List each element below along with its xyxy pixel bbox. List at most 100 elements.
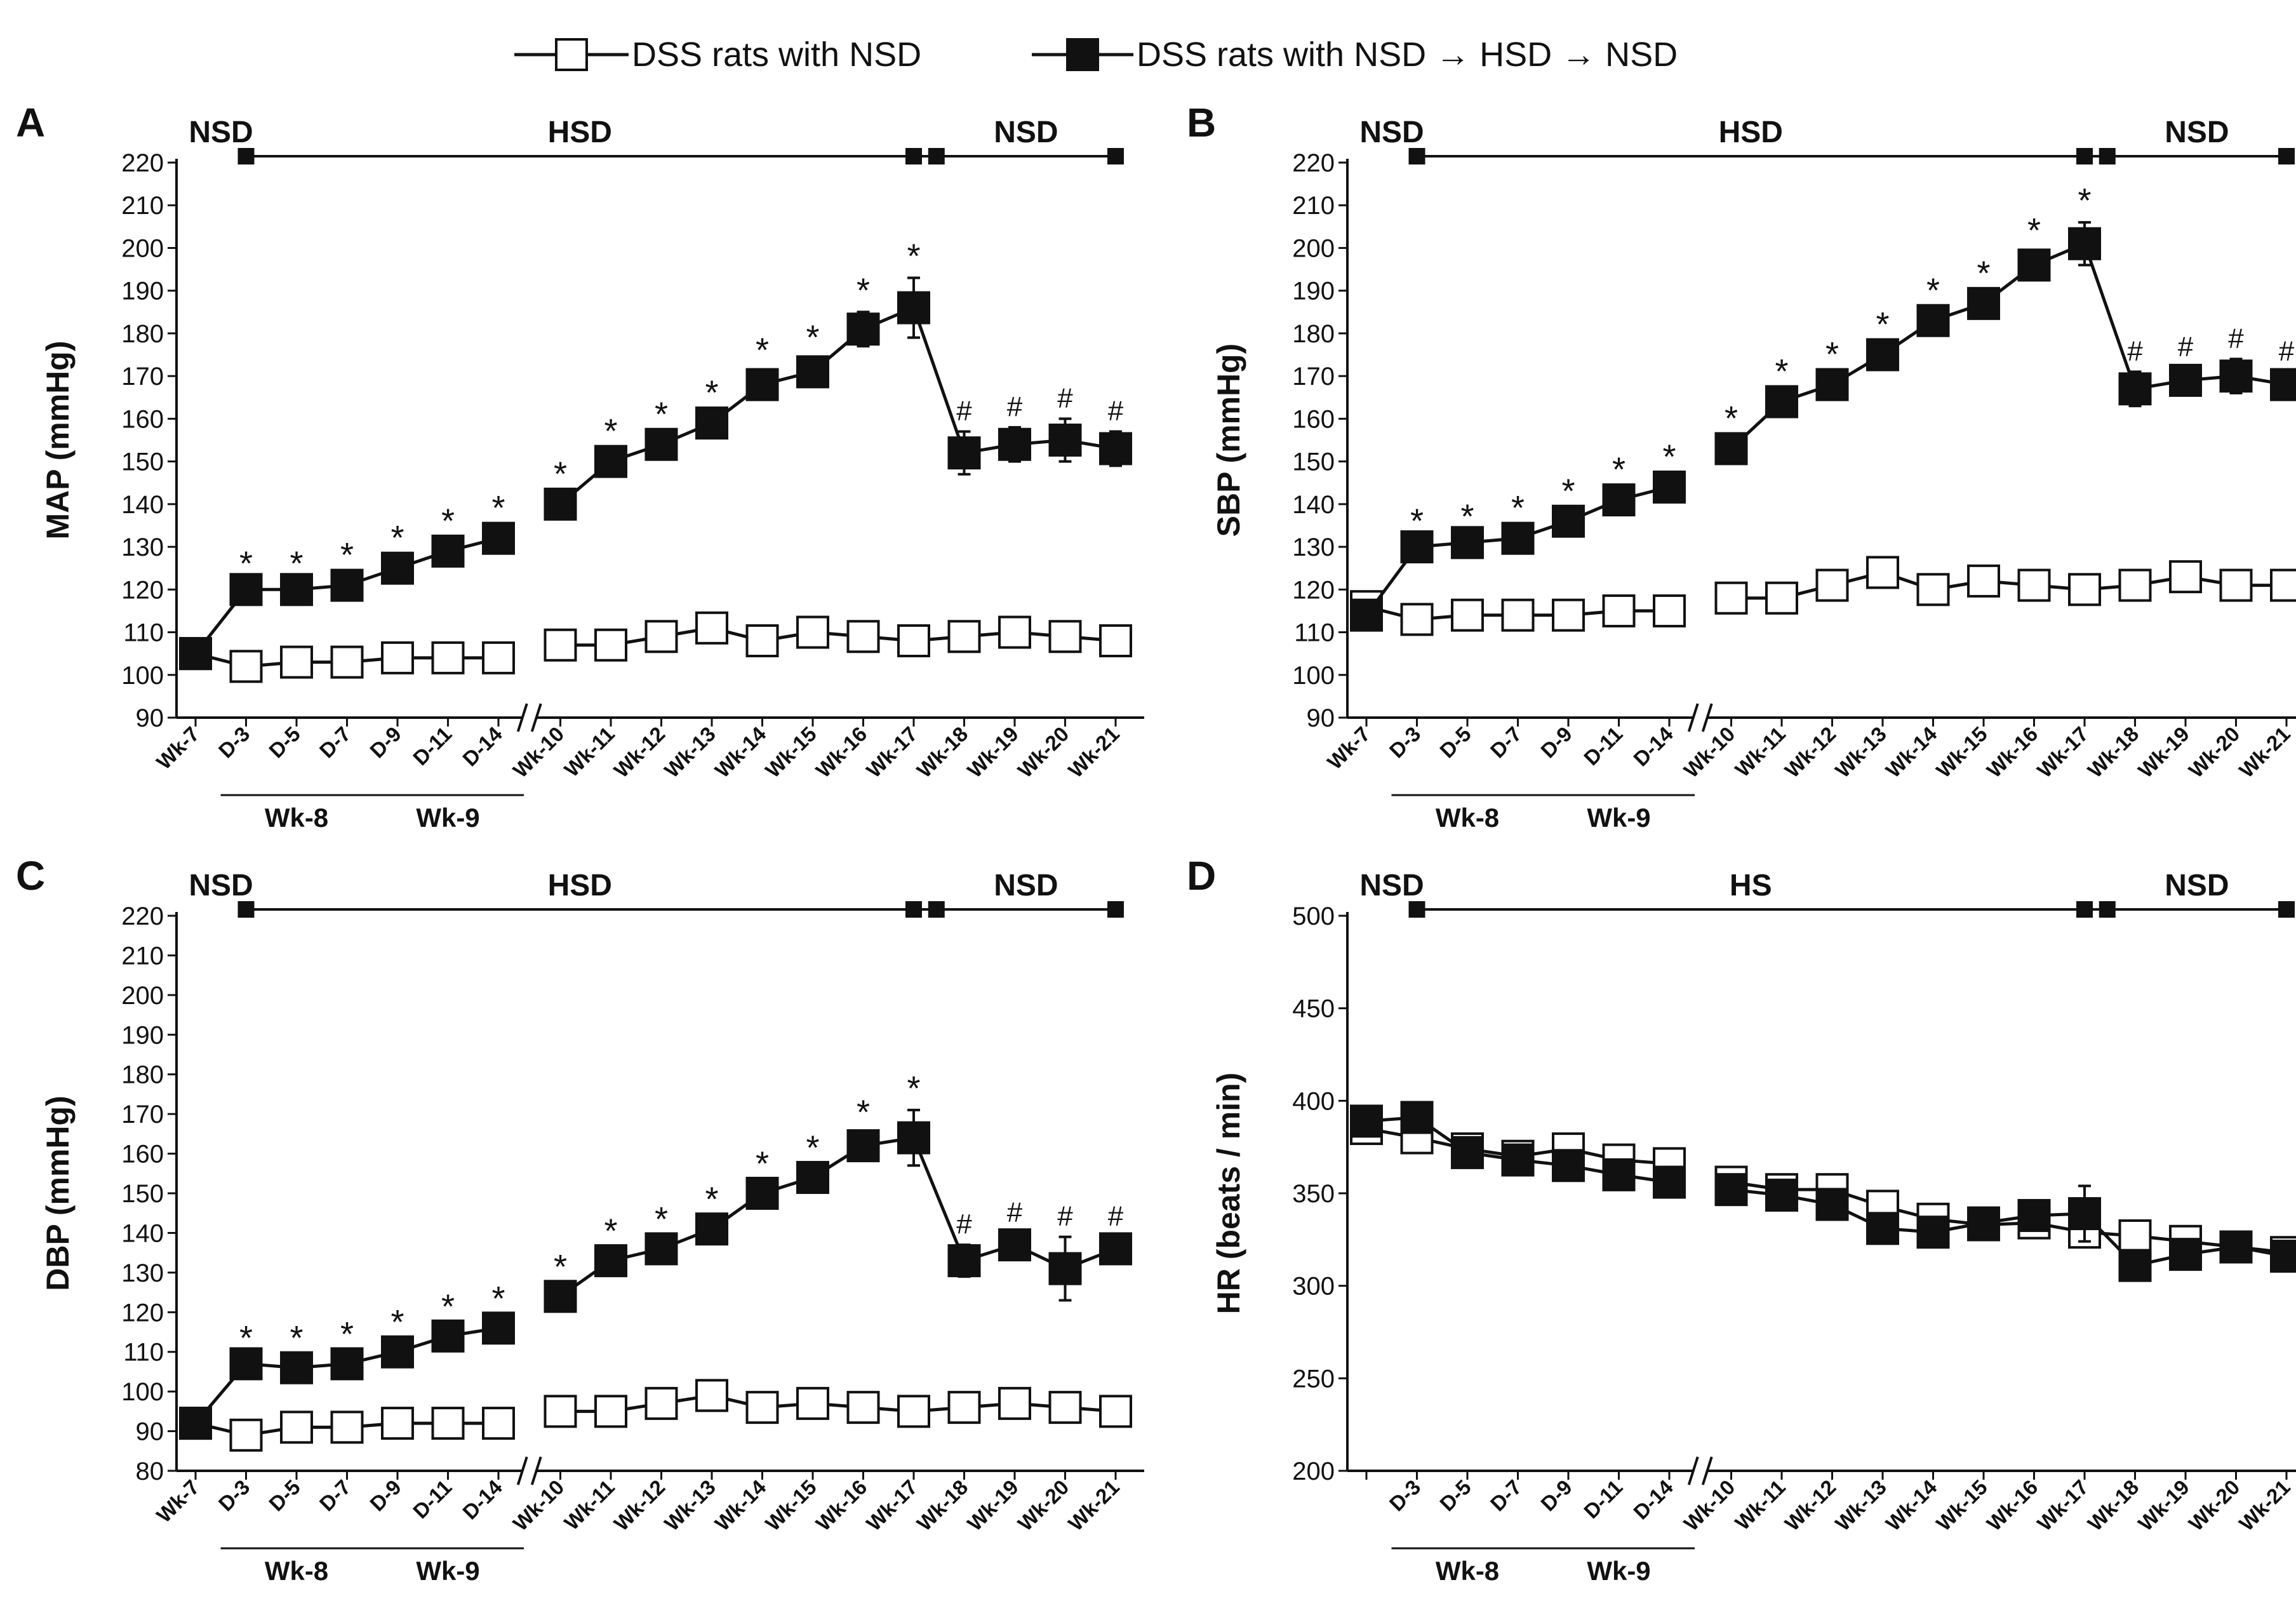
group-label: Wk-8: [265, 803, 328, 833]
x-tick-label: Wk-18: [2083, 1475, 2144, 1536]
x-tick-label: D-5: [264, 1475, 305, 1516]
series-switched-line: [559, 305, 1116, 506]
y-tick-label: 80: [136, 1457, 164, 1485]
switched-diet-point: [229, 1347, 263, 1381]
switched-diet-point: [796, 355, 829, 389]
switched-diet-point: [1916, 304, 1950, 337]
x-tick-label: D-11: [1579, 722, 1627, 770]
normal-diet-point: [695, 1379, 728, 1412]
normal-diet-point: [796, 1386, 829, 1420]
switched-diet-point: [2068, 227, 2101, 260]
normal-diet-point: [544, 1395, 577, 1428]
panel-c: C 80 90 100 110 120 130 140 150 160 170 180 190 200 2…: [16, 853, 1144, 1586]
normal-diet-point: [1400, 603, 1434, 636]
significance-star: *: [655, 395, 668, 433]
switched-diet-point: [1714, 432, 1748, 466]
normal-diet-point: [745, 624, 779, 657]
series-normal-line: [560, 626, 1116, 647]
normal-diet-point: [947, 620, 981, 653]
diet-phase-marker: [905, 148, 922, 164]
y-tick-label: 90: [1307, 704, 1335, 732]
significance-star: *: [1775, 352, 1788, 391]
switched-diet-point: [1815, 1188, 1849, 1221]
y-tick-label: 210: [121, 942, 164, 970]
normal-diet-point: [998, 1386, 1031, 1420]
y-tick-label: 130: [1292, 533, 1335, 561]
normal-diet-point: [280, 1410, 313, 1444]
significance-star: *: [604, 412, 617, 450]
y-tick-label: 110: [123, 619, 164, 647]
x-tick-label: Wk-14: [711, 1475, 771, 1535]
x-tick-label: D-7: [1486, 1475, 1526, 1516]
x-tick-label: Wk-20: [2184, 722, 2245, 782]
diet-phase-marker: [905, 901, 922, 918]
switched-diet-point: [695, 1212, 728, 1246]
significance-star: *: [857, 271, 870, 309]
normal-diet-point: [2270, 568, 2296, 602]
x-tick-label: D-7: [1486, 722, 1526, 763]
panel-d: D 200 250 300 350 400 450 500 HR (beats / min) D…: [1187, 853, 2296, 1586]
x-tick-label: D-3: [1385, 722, 1425, 763]
axis-break-mark: [1701, 703, 1713, 732]
switched-diet-point: [846, 1129, 880, 1163]
x-tick-label: Wk-15: [761, 1475, 821, 1536]
diet-phase-marker: [2099, 901, 2116, 918]
x-tick-label: Wk-18: [912, 1475, 973, 1536]
diet-phase-marker: [2076, 901, 2093, 918]
y-tick-label: 150: [121, 1180, 164, 1208]
x-tick-label: Wk-11: [1730, 722, 1790, 782]
group-label: Wk-9: [416, 1556, 479, 1586]
panel-b: B 90 100 110 120 130 140 150 160 170 180 190 200 210…: [1187, 100, 2296, 833]
switched-diet-point: [1048, 1252, 1082, 1285]
switched-diet-point: [1048, 424, 1082, 457]
y-tick-label: 200: [121, 234, 164, 262]
normal-diet-point: [2169, 560, 2202, 594]
x-tick-label: Wk-19: [2133, 1475, 2194, 1536]
significance-star: *: [239, 1319, 253, 1357]
panel-a: A 90 100 110 120 130 140 150 160 170 180 190 200 210…: [16, 100, 1144, 833]
normal-diet-point: [229, 650, 263, 683]
switched-diet-point: [1714, 1173, 1748, 1207]
switched-diet-point: [280, 573, 313, 606]
normal-diet-point: [381, 1407, 414, 1440]
x-tick-label: Wk-13: [1831, 722, 1891, 782]
x-tick-label: D-5: [264, 722, 305, 763]
x-tick-label: Wk-21: [2234, 1475, 2295, 1536]
x-tick-label: D-5: [1435, 1475, 1476, 1516]
switched-diet-point: [1602, 1158, 1636, 1191]
x-tick-label: Wk-19: [963, 722, 1023, 782]
x-tick-label: D-14: [1629, 1475, 1678, 1524]
x-tick-label: D-11: [1579, 1475, 1627, 1523]
significance-star: *: [655, 1200, 668, 1238]
y-tick-label: 170: [121, 363, 164, 391]
x-tick-label: Wk-16: [1982, 722, 2043, 782]
switched-diet-point: [2219, 359, 2253, 393]
x-tick-label: Wk-17: [2032, 1475, 2093, 1536]
x-tick-label: Wk-16: [811, 1475, 872, 1536]
diet-phase-marker: [1107, 148, 1124, 164]
x-tick-label: Wk-11: [559, 1475, 619, 1535]
significance-star: *: [390, 1303, 404, 1341]
significance-star: *: [907, 1069, 920, 1108]
significance-star: *: [806, 318, 819, 356]
y-axis-label: MAP (mmHg): [40, 341, 76, 540]
panel-letter: C: [16, 853, 45, 899]
switched-diet-point: [544, 487, 577, 521]
switched-diet-point: [330, 1347, 364, 1381]
diet-phase-label: NSD: [994, 869, 1058, 902]
panel-letter: A: [16, 100, 45, 145]
significance-hash: #: [1007, 391, 1023, 422]
significance-star: *: [390, 519, 404, 557]
significance-star: *: [604, 1212, 617, 1250]
significance-star: *: [756, 331, 769, 369]
x-tick-label: Wk-12: [1780, 722, 1841, 782]
switched-diet-point: [1350, 1104, 1383, 1138]
group-label: Wk-9: [1587, 803, 1650, 833]
switched-diet-point: [1653, 470, 1686, 504]
switched-diet-point: [1815, 368, 1849, 401]
x-tick-label: Wk-17: [862, 1475, 922, 1536]
switched-diet-point: [229, 573, 263, 606]
y-tick-label: 210: [1292, 192, 1335, 220]
y-tick-label: 100: [121, 1378, 164, 1406]
normal-diet-point: [998, 615, 1031, 649]
